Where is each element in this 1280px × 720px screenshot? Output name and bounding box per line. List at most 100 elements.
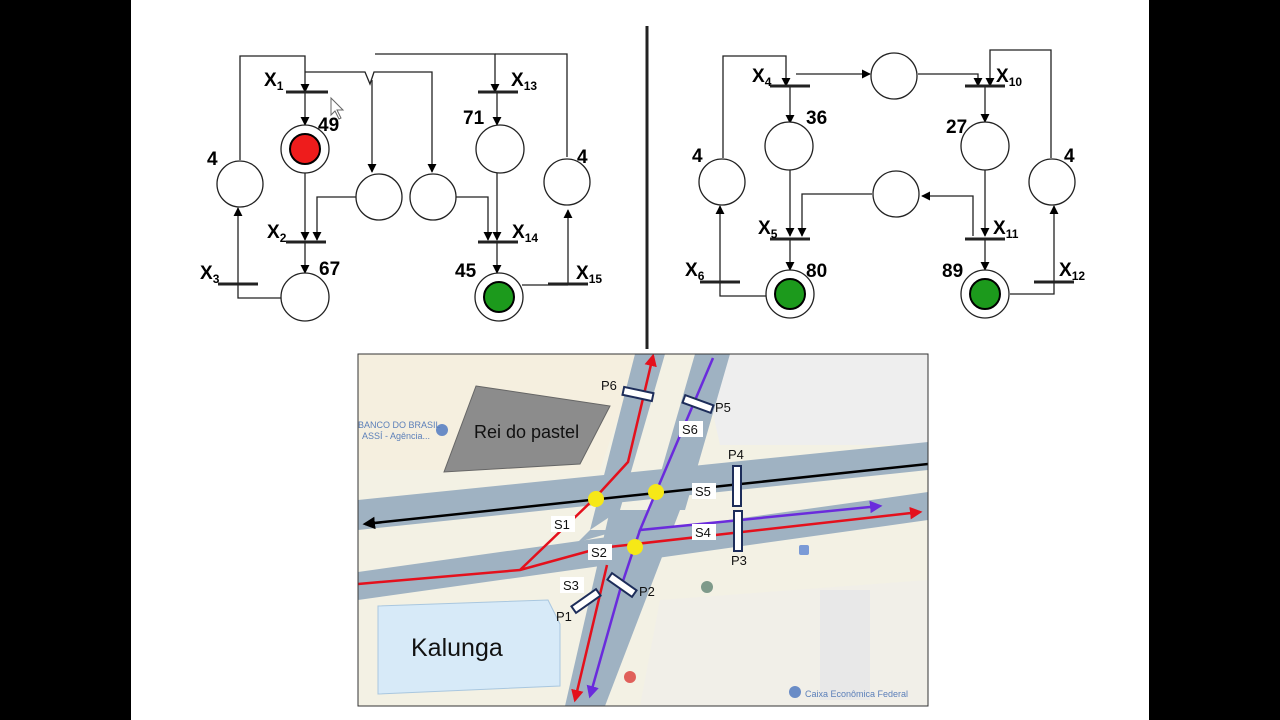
signal-bg-s5: [692, 483, 716, 499]
label-rei-do-pastel: Rei do pastel: [474, 422, 579, 442]
arc-top-to-x10: [918, 73, 983, 87]
pole-p4: [732, 465, 742, 507]
caixa-pin-icon: [789, 686, 801, 698]
right-trans-label-10: X10: [996, 66, 1022, 89]
left-trans-label-13: X13: [511, 70, 537, 93]
street-map: [358, 354, 928, 706]
left-number-67: 67: [319, 259, 340, 280]
pole-p3: [733, 510, 743, 552]
right-number-4a: 4: [692, 146, 703, 167]
right-number-89: 89: [942, 261, 963, 282]
left-number-45: 45: [455, 261, 477, 282]
place-p1: [216, 160, 264, 208]
signal-bg-s4: [692, 524, 716, 540]
place-p6: [543, 158, 591, 206]
place-36: [764, 121, 814, 171]
mouse-cursor-icon: [330, 96, 345, 120]
path-red-south: [571, 564, 609, 703]
location-pin-icon: [701, 581, 713, 593]
place-r6: [1028, 158, 1076, 206]
path-red-north: [519, 354, 657, 571]
token-green-80: [774, 278, 806, 310]
road-connector: [500, 530, 620, 565]
right-trans-label-11: X11: [993, 218, 1019, 241]
label-p2: P2: [639, 584, 655, 599]
signal-bg-s2: [588, 544, 612, 560]
arc-67-to-x3: [237, 284, 282, 299]
signal-labels: S6 S5 S4 S2 S1 S3: [551, 421, 716, 593]
junction-2: [648, 484, 664, 500]
label-p1: P1: [556, 609, 572, 624]
label-banco-agencia: ASSÍ - Agência...: [362, 431, 430, 441]
arc-p4-to-x14: [456, 196, 493, 241]
left-number-4b: 4: [577, 147, 588, 168]
label-banco-brasil: BANCO DO BRASIL: [358, 420, 441, 430]
left-net-labels: X1 X2 X3 X13 X14 X15 4 49 67 71 4 45: [200, 70, 602, 286]
label-p5: P5: [715, 400, 731, 415]
pole-p5: [681, 393, 715, 415]
arc-x1-to-p4: [305, 71, 437, 173]
map-block-se: [640, 580, 928, 706]
label-p6: P6: [601, 378, 617, 393]
label-s6: S6: [682, 422, 698, 437]
token-red: [289, 133, 321, 165]
map-labels: P6 P5 P4 P3 P2 P1 S6 S5 S4 S2 S1 S3 Rei …: [358, 378, 908, 699]
label-s2: S2: [591, 545, 607, 560]
right-number-4b: 4: [1064, 146, 1075, 167]
path-black: [362, 462, 928, 530]
left-trans-label-14: X14: [512, 222, 538, 245]
arc-right-net-2: [985, 49, 1052, 158]
place-p3: [355, 173, 403, 221]
road-upper: [358, 442, 928, 530]
right-number-27: 27: [946, 117, 967, 138]
label-s4: S4: [695, 525, 711, 540]
right-petri-net: [698, 49, 1076, 319]
right-number-36: 36: [806, 108, 827, 129]
left-number-49: 49: [318, 115, 339, 136]
label-p3: P3: [731, 553, 747, 568]
junction-1: [588, 491, 604, 507]
building-rei-do-pastel: [443, 385, 611, 473]
left-trans-label-15: X15: [576, 263, 602, 286]
signal-bg-s6: [679, 421, 703, 437]
building-kalunga: [377, 599, 561, 695]
place-top: [870, 52, 918, 100]
place-r1: [698, 158, 746, 206]
right-net-labels: X4 X5 X6 X10 X11 X12 4 36 80 27 89 4: [685, 66, 1085, 283]
label-caixa: Caixa Econômica Federal: [805, 689, 908, 699]
place-mid: [872, 170, 920, 218]
pole-p2: [606, 571, 638, 599]
map-block-gray: [820, 590, 870, 700]
token-green: [483, 281, 515, 313]
right-trans-label-5: X5: [758, 218, 778, 241]
left-petri-net: [216, 53, 591, 322]
token-green-89: [969, 278, 1001, 310]
left-trans-label-2: X2: [267, 222, 287, 245]
place-71: [475, 124, 525, 174]
pole-p1: [570, 587, 602, 615]
map-block-ne: [700, 354, 928, 445]
arc-80-to-x6: [719, 282, 766, 297]
restaurant-pin-icon: [624, 671, 636, 683]
road-south: [565, 510, 680, 706]
bank-pin-icon: [436, 424, 448, 436]
path-red-east: [358, 506, 923, 586]
label-kalunga: Kalunga: [411, 634, 503, 662]
left-number-4a: 4: [207, 149, 218, 170]
arc-p3-to-x2: [312, 196, 357, 241]
transit-icon: [799, 545, 809, 555]
arc-left-1: [239, 55, 310, 160]
right-trans-label-6: X6: [685, 260, 705, 283]
label-s3: S3: [563, 578, 579, 593]
arc-right-1: [495, 53, 568, 157]
arc-89-to-x12: [1010, 282, 1055, 295]
label-s5: S5: [695, 484, 711, 499]
label-s1: S1: [554, 517, 570, 532]
pole-p6: [621, 385, 655, 403]
left-number-71: 71: [463, 108, 485, 129]
right-trans-label-12: X12: [1059, 260, 1085, 283]
right-trans-label-4: X4: [752, 66, 772, 89]
junction-3: [627, 539, 643, 555]
right-number-80: 80: [806, 261, 827, 282]
arc-right-net-1: [722, 55, 791, 158]
